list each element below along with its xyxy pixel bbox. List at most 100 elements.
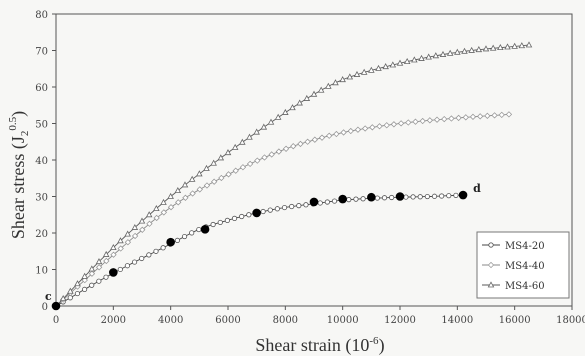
series-marker [340,129,347,136]
y-tick-label: 50 [35,120,48,131]
x-tick-label: 10000 [327,315,359,326]
series-marker [246,212,252,218]
series-marker [117,266,123,273]
series-marker [217,219,223,226]
y-tick-label: 40 [35,156,48,167]
series-marker [297,140,304,148]
series-marker [81,272,88,279]
series-marker [347,127,354,135]
series-marker [196,170,203,177]
series-marker [217,154,225,161]
series-marker [146,252,152,258]
key-point-marker [252,208,261,218]
series-marker [368,66,375,73]
series-marker [218,174,225,182]
series-marker [504,43,511,50]
key-point-marker [367,192,376,202]
x-tick-label: 2000 [101,315,126,326]
key-point-marker [200,225,210,234]
series-marker [74,290,81,297]
series-marker [418,54,425,61]
series-marker [131,232,139,240]
y-tick-label: 80 [35,10,48,21]
series-marker [453,192,459,198]
series-marker [360,196,366,202]
series-marker [95,258,103,265]
series-marker [160,209,168,216]
x-tick-label: 14000 [441,315,473,326]
series-marker [439,193,445,199]
series-marker [511,42,518,49]
series-marker [124,239,132,246]
series-marker [290,143,297,150]
y-tick-label: 60 [35,83,48,94]
series-marker [268,151,275,158]
series-marker [303,94,311,101]
series-marker [489,44,497,51]
series-marker [374,195,380,201]
series-marker [224,149,232,156]
series-marker [318,134,326,141]
series-marker [446,49,454,56]
series-marker [67,295,73,301]
series-marker [239,138,246,145]
x-tick-label: 4000 [158,315,183,326]
series-marker [405,119,412,126]
series-marker [403,194,409,200]
series-marker [239,164,247,171]
series-marker [160,198,167,205]
series-marker [167,204,175,211]
series-marker [246,133,253,140]
key-point-marker [458,190,468,200]
series-marker [390,121,398,128]
series-marker [203,182,211,189]
series-marker [411,56,418,63]
legend-label: MS4-20 [505,241,545,252]
series-marker [282,108,289,115]
series-marker [153,204,160,211]
series-marker [410,194,416,200]
series-marker [432,52,440,59]
series-marker [482,45,490,52]
series-marker [324,199,330,205]
series-marker [81,276,88,284]
series-marker [88,265,96,272]
series-marker [431,193,438,199]
series-marker [110,243,117,251]
series-marker [117,237,124,244]
series-marker [461,47,468,54]
series-marker [412,118,419,125]
series-marker [497,43,504,51]
series-marker [433,116,441,123]
series-marker [211,178,218,185]
series-marker [317,200,323,206]
series-marker [254,157,261,164]
series-marker [333,130,340,138]
series-marker [139,226,146,233]
series-marker [303,202,309,208]
series-marker [103,274,109,280]
series-marker [389,61,397,68]
series-marker [102,250,110,257]
y-tick-label: 70 [35,47,48,58]
series-marker [498,111,505,119]
y-axis-title: Shear stress (J20.5) [7,111,31,239]
series-marker [160,245,166,251]
series-marker [346,73,354,80]
series-marker [231,215,238,221]
series-marker [375,64,382,71]
series-marker [210,221,216,228]
key-point-marker [109,268,118,277]
series-marker [282,145,290,152]
series-line [55,113,509,307]
series-marker [353,196,359,202]
series-marker [331,198,338,204]
annotation-d: d [473,182,481,195]
series-marker [231,143,239,150]
y-tick-label: 30 [35,193,48,204]
series-marker [267,207,273,213]
series-marker [296,203,302,209]
series-marker [369,124,376,131]
